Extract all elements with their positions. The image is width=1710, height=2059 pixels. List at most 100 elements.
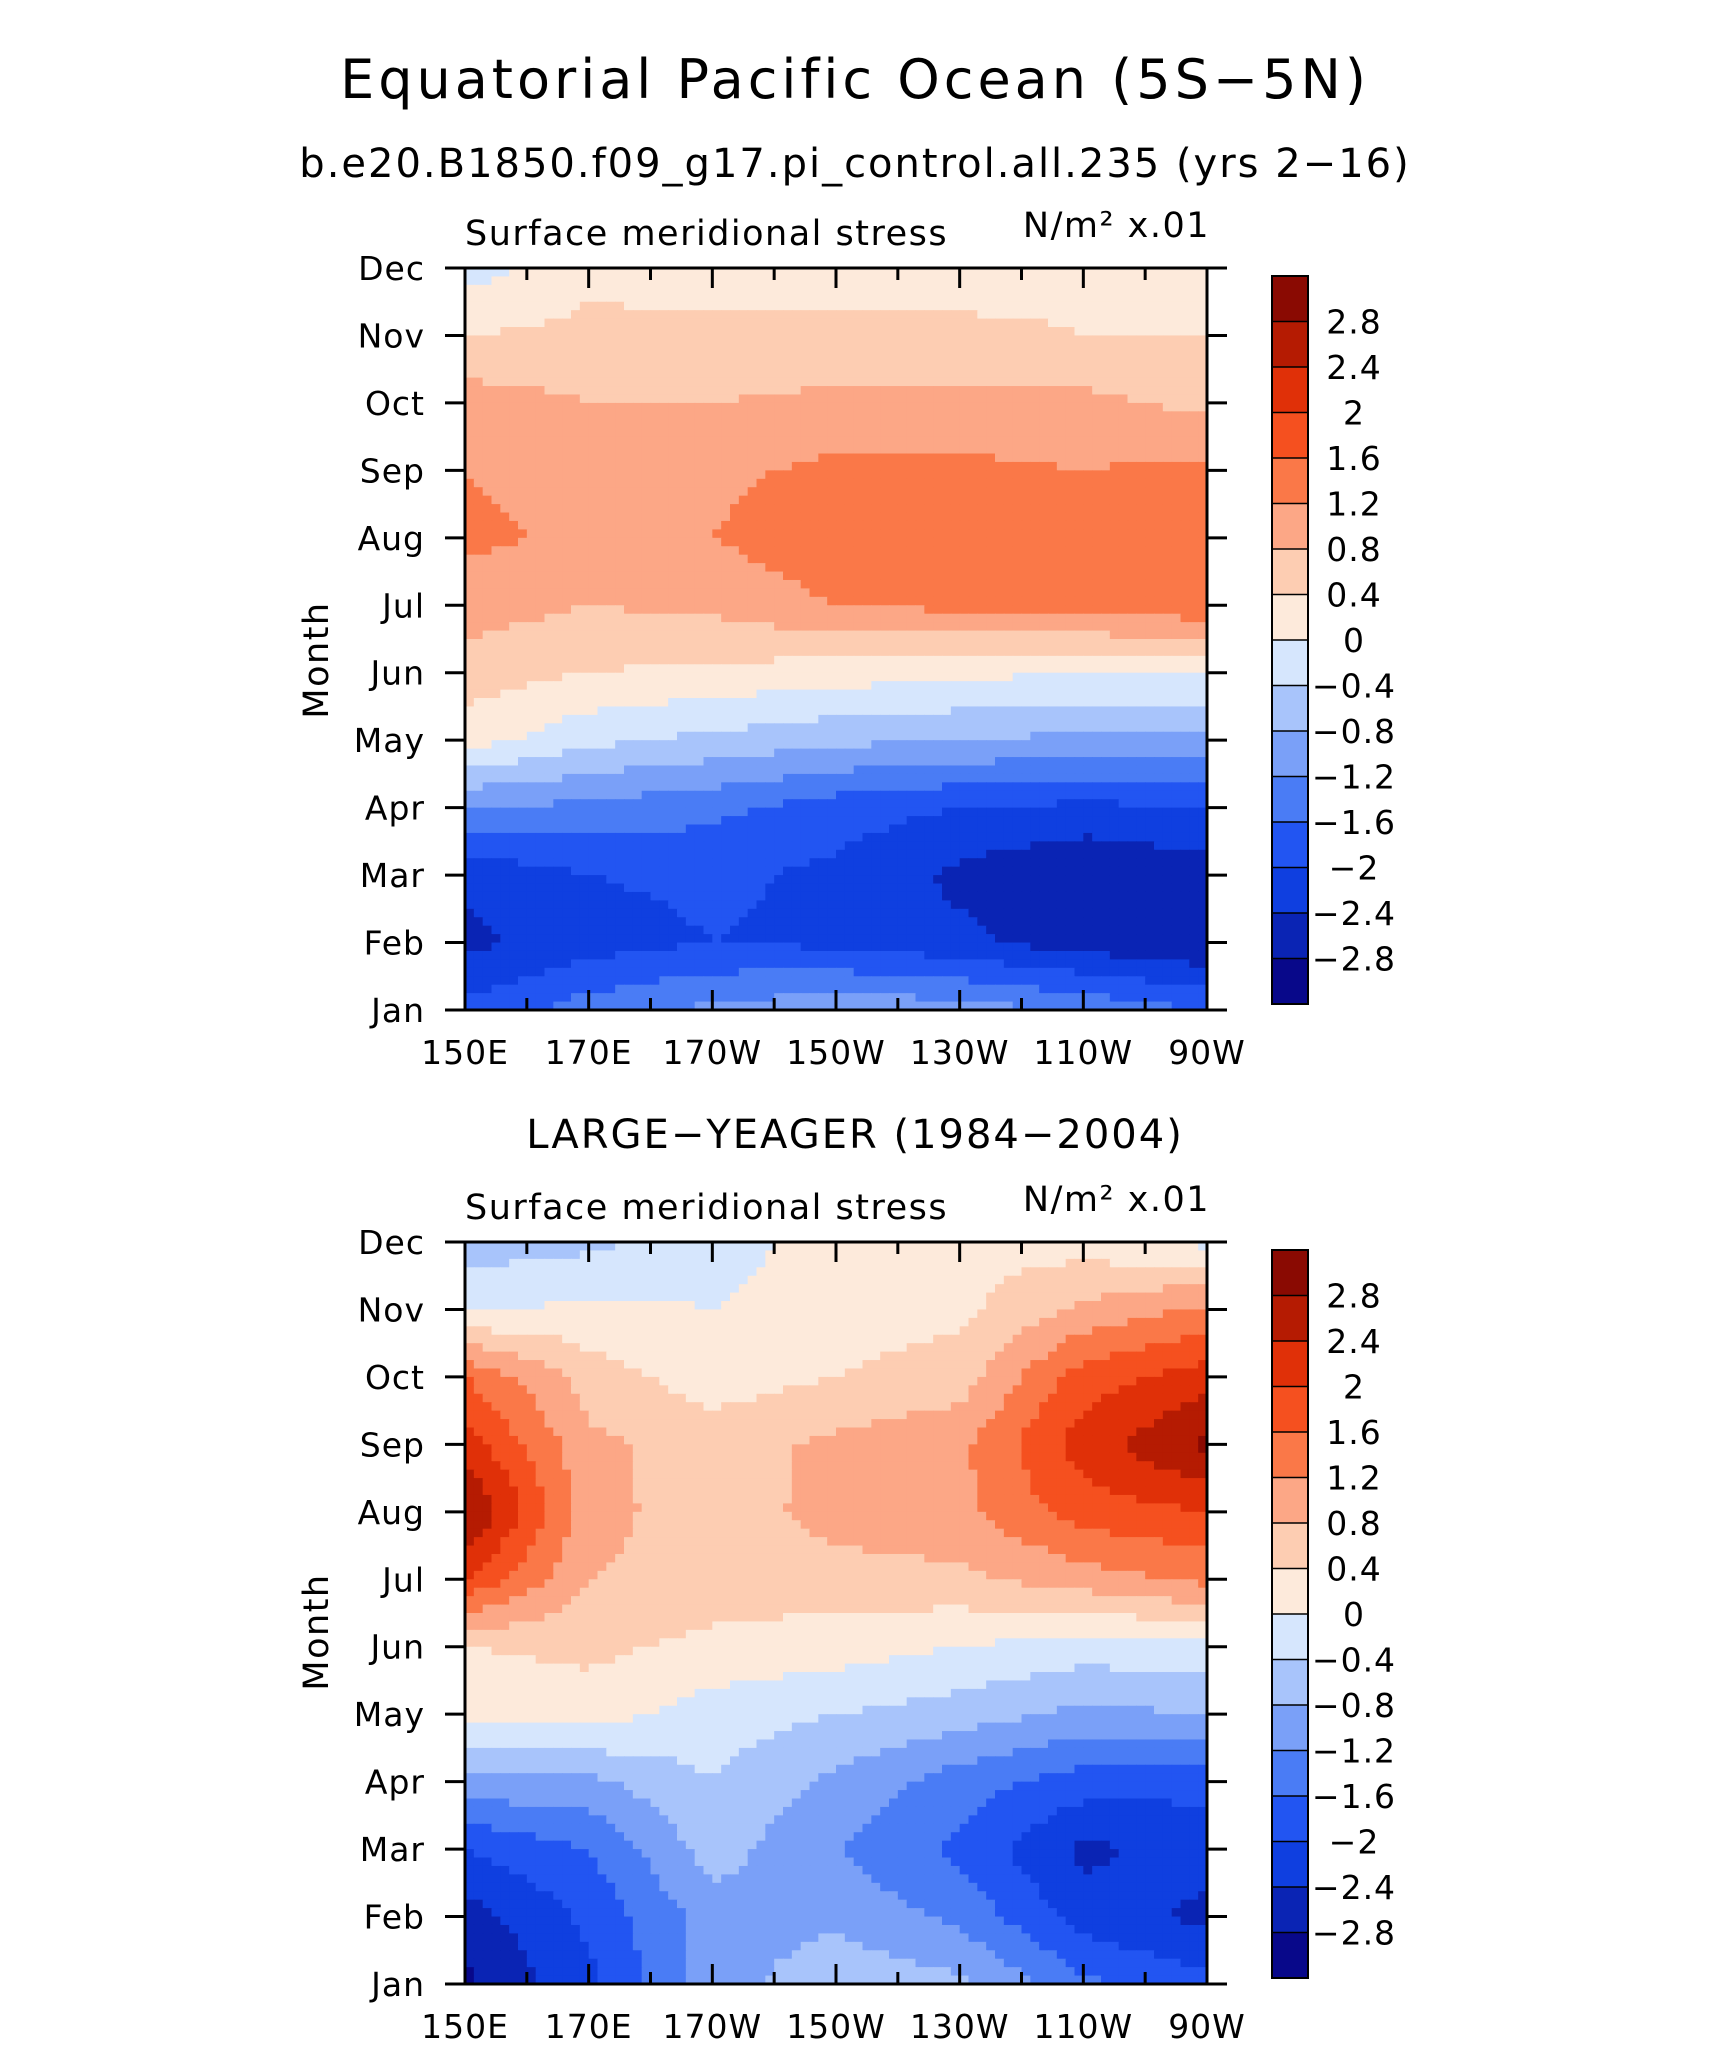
heatmap-cell [924,520,934,530]
heatmap-cell [933,495,943,505]
heatmap-cell [553,445,563,455]
heatmap-cell [897,537,908,547]
heatmap-cell [518,276,528,286]
heatmap-cell [986,335,996,345]
heatmap-cell [1162,276,1173,286]
heatmap-cell [897,571,908,581]
heatmap-cell [509,504,519,514]
heatmap-cell [747,284,758,294]
heatmap-cell [562,546,572,556]
heatmap-cell [942,639,952,649]
heatmap-cell [765,461,775,471]
heatmap-cell [774,613,784,623]
heatmap-cell [915,301,925,311]
heatmap-cell [721,554,731,564]
heatmap-cell [942,672,952,682]
heatmap-cell [933,402,943,412]
heatmap-cell [659,402,669,412]
heatmap-cell [1162,740,1173,750]
heatmap-cell [562,740,572,750]
heatmap-cell [871,284,881,294]
heatmap-cell [1171,419,1182,429]
heatmap-cell [721,436,731,446]
heatmap-cell [756,335,766,345]
heatmap-cell [1127,723,1137,733]
heatmap-cell [862,419,872,429]
heatmap-cell [827,301,837,311]
heatmap-cell [1048,731,1058,741]
heatmap-cell [1127,672,1137,682]
heatmap-cell [544,310,554,320]
heatmap-cell [659,487,669,497]
heatmap-cell [624,630,634,640]
heatmap-cell [844,284,855,294]
heatmap-cell [1180,554,1190,564]
heatmap-cell [615,537,625,547]
heatmap-cell [1083,689,1093,699]
heatmap-cell [491,411,501,421]
heatmap-cell [738,765,749,775]
heatmap-cell [730,723,740,733]
heatmap-cell [1074,352,1084,362]
heatmap-cell [685,369,696,379]
heatmap-cell [915,664,925,674]
heatmap-cell [1136,520,1146,530]
heatmap-cell [553,301,563,311]
heatmap-cell [1180,630,1190,640]
heatmap-cell [959,504,970,514]
heatmap-cell [465,723,475,733]
heatmap-cell [1039,377,1049,387]
heatmap-cell [473,487,484,497]
heatmap-cell [897,428,908,438]
heatmap-cell [606,478,616,488]
heatmap-cell [1101,605,1111,615]
heatmap-cell [1198,672,1208,682]
heatmap-cell [783,655,793,665]
heatmap-cell [1065,411,1076,421]
heatmap-cell [624,453,634,463]
heatmap-cell [933,504,943,514]
heatmap-cell [1101,714,1111,724]
heatmap-cell [632,436,643,446]
heatmap-cell [668,369,678,379]
heatmap-cell [1021,377,1031,387]
heatmap-cell [1136,639,1146,649]
heatmap-cell [800,461,811,471]
heatmap-cell [924,579,934,590]
heatmap-cell [624,537,634,547]
heatmap-cell [606,377,616,387]
heatmap-cell [482,563,493,573]
heatmap-cell [889,529,899,539]
heatmap-cell [703,428,713,438]
heatmap-cell [482,588,493,598]
heatmap-cell [685,377,696,387]
heatmap-cell [1003,681,1014,691]
heatmap-cell [668,301,678,311]
heatmap-cell [1198,411,1208,421]
heatmap-cell [1021,672,1031,682]
heatmap-cell [1021,596,1031,606]
heatmap-cell [526,453,537,463]
heatmap-cell [500,622,510,632]
heatmap-cell [1030,478,1040,488]
heatmap-cell [1109,579,1120,590]
heatmap-cell [933,268,943,278]
heatmap-cell [1074,681,1084,691]
heatmap-cell [783,284,793,294]
heatmap-cell [968,411,978,421]
heatmap-cell [1048,335,1058,345]
heatmap-cell [1127,596,1137,606]
heatmap-cell [1056,520,1067,530]
heatmap-cell [933,369,943,379]
heatmap-cell [765,310,775,320]
heatmap-cell [526,546,537,556]
heatmap-cell [933,352,943,362]
heatmap-cell [1056,386,1067,396]
heatmap-cell [844,723,855,733]
heatmap-cell [906,596,917,606]
heatmap-cell [677,563,687,573]
heatmap-cell [597,419,607,429]
heatmap-cell [500,310,510,320]
heatmap-cell [588,681,599,691]
heatmap-cell [1109,268,1120,278]
